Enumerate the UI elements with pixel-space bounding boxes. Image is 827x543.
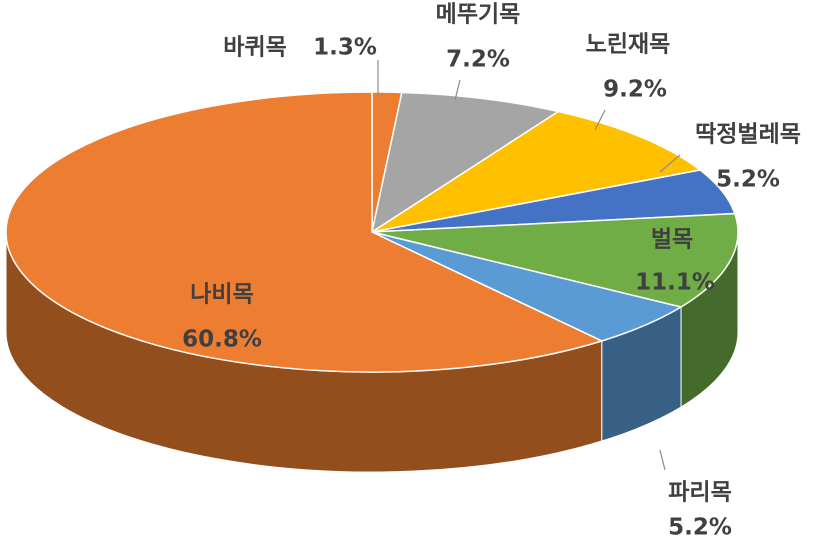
value-label: 60.8% — [182, 327, 262, 353]
leader-line — [659, 449, 666, 471]
slice — [370, 91, 561, 234]
leader-line — [454, 79, 461, 101]
pie-tops — [5, 91, 739, 373]
value-label: 11.1% — [635, 270, 715, 296]
value-label: 5.2% — [668, 515, 732, 541]
slice — [371, 110, 702, 233]
category-label: 파리목 — [668, 480, 731, 506]
value-label: 7.2% — [446, 47, 510, 73]
leader-line — [659, 154, 681, 173]
category-label: 벌목 — [651, 227, 693, 253]
leader-line — [594, 109, 606, 131]
slice — [371, 212, 739, 308]
category-label: 메뚜기목 — [436, 2, 521, 28]
value-label: 5.2% — [716, 167, 780, 193]
category-label: 노린재목 — [586, 32, 671, 58]
labels: 바퀴목 1.3% 메뚜기목 7.2% 노린재목 9.2% 딱정벌레목 5.2% 벌목 11.1% 파… — [182, 2, 801, 541]
slice — [5, 91, 604, 373]
category-label: 딱정벌레목 — [695, 122, 801, 148]
value-label: 1.3% — [313, 35, 377, 61]
category-label: 바퀴목 — [223, 35, 286, 61]
category-label: 나비목 — [190, 282, 253, 308]
pie-sides — [5, 231, 739, 473]
value-label: 9.2% — [603, 77, 667, 103]
